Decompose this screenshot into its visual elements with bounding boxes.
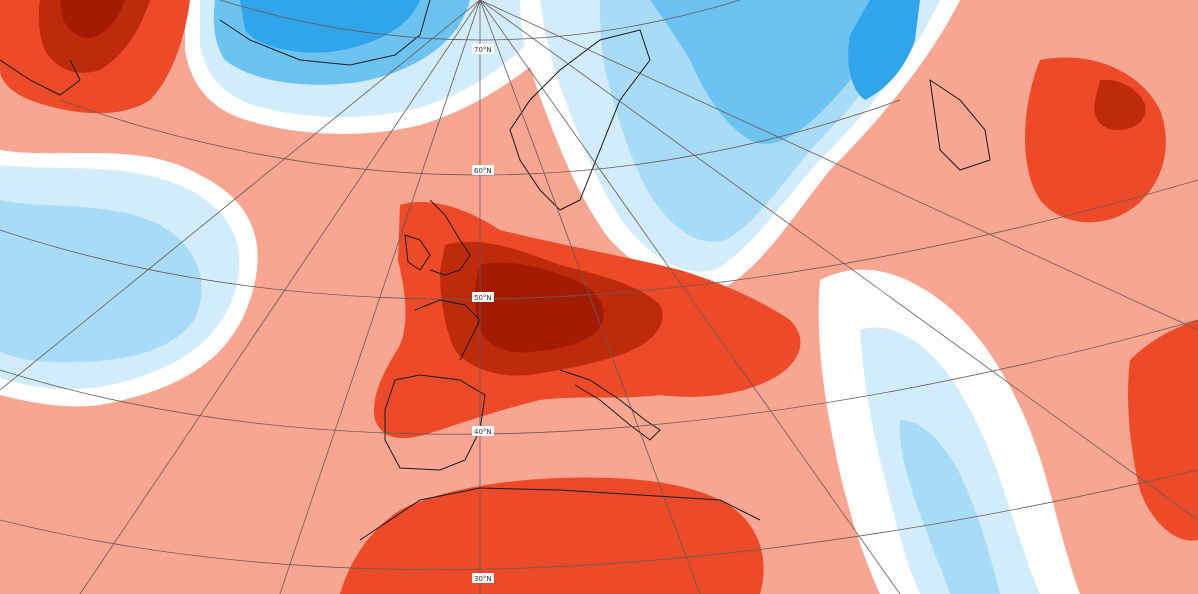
lat-label-70-text: 70°N [474,46,492,54]
east-cold-anomaly [818,269,1080,594]
lat-label-50-text: 50°N [474,294,492,302]
lat-label-70: 70°N [472,44,494,54]
africa-warm-anomaly [340,477,764,594]
atlantic-cold-anomaly [0,150,258,407]
coastlines [0,0,991,541]
far-east-warm-anomaly [1025,57,1198,541]
lat-label-50: 50°N [472,292,494,302]
north-cold-anomaly [185,0,560,134]
lat-label-40: 40°N [472,426,494,436]
latitude-labels: 70°N 60°N 50°N 40°N 30°N [472,44,494,583]
lat-label-30: 30°N [472,573,494,583]
lat-label-40-text: 40°N [474,428,492,436]
lat-label-60-text: 60°N [474,167,492,175]
greenland-warm-anomaly [0,0,190,114]
lat-label-60: 60°N [472,165,494,175]
europe-warm-anomaly [374,201,801,439]
lat-label-30-text: 30°N [474,575,492,583]
